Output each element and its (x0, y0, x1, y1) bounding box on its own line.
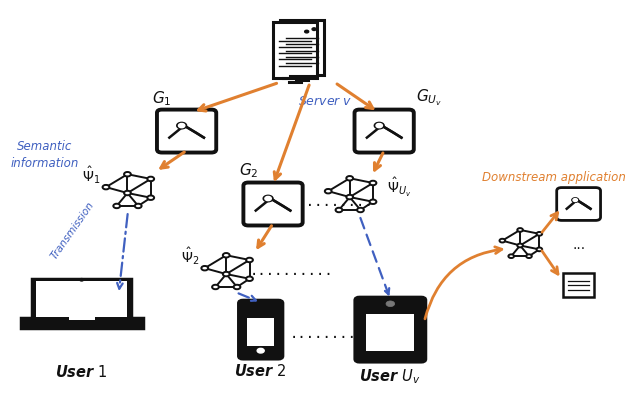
FancyBboxPatch shape (248, 317, 274, 346)
Circle shape (536, 232, 542, 236)
Text: $\hat{\Psi}_1$: $\hat{\Psi}_1$ (82, 165, 100, 186)
Circle shape (234, 285, 241, 289)
Circle shape (212, 285, 219, 289)
Circle shape (369, 200, 376, 204)
Circle shape (573, 199, 577, 202)
Text: User $1$: User $1$ (55, 364, 108, 380)
Circle shape (572, 198, 579, 202)
Circle shape (80, 279, 83, 281)
Circle shape (517, 228, 523, 232)
FancyBboxPatch shape (239, 300, 283, 359)
Circle shape (335, 208, 342, 212)
Circle shape (113, 204, 120, 208)
FancyBboxPatch shape (273, 22, 317, 78)
Circle shape (305, 30, 308, 33)
Text: $G_{U_v}$: $G_{U_v}$ (416, 87, 442, 108)
Text: ...: ... (572, 237, 585, 251)
Circle shape (179, 124, 185, 128)
Circle shape (312, 28, 316, 31)
FancyBboxPatch shape (36, 281, 127, 317)
Circle shape (369, 181, 376, 185)
Circle shape (346, 195, 353, 199)
Text: Server $v$: Server $v$ (298, 95, 353, 108)
Circle shape (135, 204, 141, 208)
Text: ..........: .......... (290, 195, 374, 209)
Text: ..........: .......... (290, 327, 374, 341)
Text: $G_1$: $G_1$ (152, 89, 172, 108)
Circle shape (536, 248, 542, 251)
Circle shape (246, 277, 253, 281)
Circle shape (147, 195, 154, 200)
Text: $\hat{\Psi}_{U_v}$: $\hat{\Psi}_{U_v}$ (387, 176, 412, 200)
Text: Semantic
information: Semantic information (10, 140, 79, 171)
FancyBboxPatch shape (563, 273, 594, 297)
Circle shape (357, 208, 364, 212)
Circle shape (124, 172, 131, 176)
Circle shape (246, 258, 253, 262)
Circle shape (508, 254, 514, 258)
Circle shape (177, 122, 187, 129)
Circle shape (223, 272, 230, 276)
Circle shape (102, 185, 109, 189)
FancyBboxPatch shape (32, 279, 131, 319)
Circle shape (346, 176, 353, 180)
FancyBboxPatch shape (68, 317, 95, 320)
FancyBboxPatch shape (20, 318, 143, 328)
Circle shape (202, 266, 208, 271)
Circle shape (325, 189, 332, 193)
Circle shape (517, 244, 523, 247)
Text: User $2$: User $2$ (234, 363, 287, 379)
Circle shape (147, 177, 154, 181)
FancyBboxPatch shape (280, 20, 324, 75)
Circle shape (526, 254, 532, 258)
Text: ..........: .......... (250, 264, 333, 278)
Text: $G_2$: $G_2$ (239, 162, 258, 180)
Circle shape (374, 122, 384, 129)
Text: $\hat{\Psi}_2$: $\hat{\Psi}_2$ (180, 246, 199, 268)
FancyBboxPatch shape (557, 188, 600, 220)
Text: Transmission: Transmission (49, 200, 96, 261)
FancyBboxPatch shape (355, 110, 414, 153)
Circle shape (376, 124, 383, 128)
FancyBboxPatch shape (157, 110, 216, 153)
Circle shape (263, 195, 273, 202)
Circle shape (223, 253, 230, 257)
Text: User $U_v$: User $U_v$ (360, 367, 421, 386)
FancyBboxPatch shape (366, 314, 415, 351)
Circle shape (257, 348, 264, 353)
Circle shape (265, 196, 271, 201)
FancyBboxPatch shape (243, 182, 303, 226)
Circle shape (124, 191, 131, 195)
Text: Downstream application: Downstream application (482, 171, 626, 184)
Circle shape (499, 239, 505, 242)
FancyBboxPatch shape (355, 297, 426, 362)
Circle shape (386, 301, 395, 306)
